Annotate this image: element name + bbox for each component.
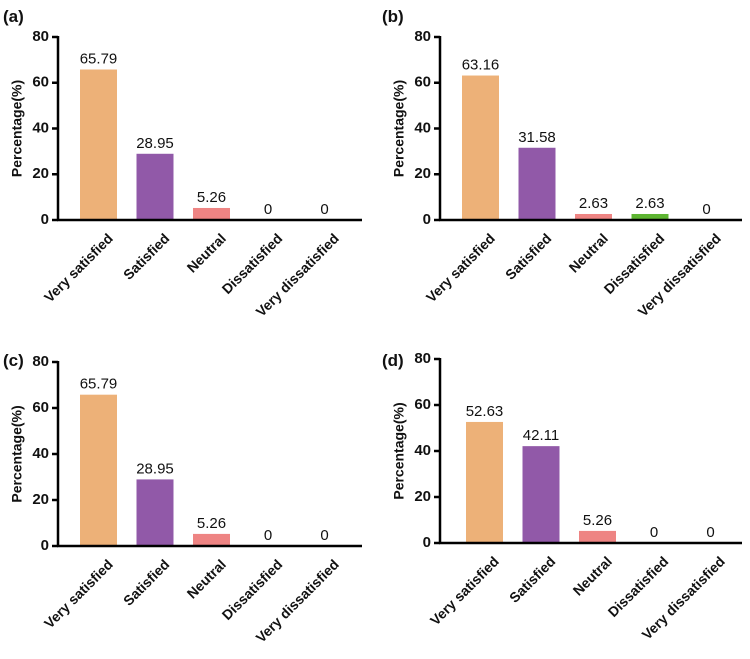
y-tick-label: 60 (32, 399, 49, 416)
x-tick-label-neutral: Neutral (570, 553, 615, 598)
bar-very-satisfied (466, 421, 503, 543)
data-label-neutral: 2.63 (579, 195, 608, 212)
x-tick-label-satisfied: Satisfied (506, 553, 559, 606)
y-tick-label: 60 (414, 396, 431, 413)
chart-panel-4: (d) Percentage(%) 52.63 42.11 5.26 0 0 0 20 40 60 8… (382, 350, 742, 643)
chart-panel-2: (b) Percentage(%) 63.16 31.58 2.63 2.63 0 0 20 40… (382, 7, 742, 320)
y-tick-label: 40 (414, 442, 431, 459)
data-label-very-dissatisfied: 0 (702, 201, 710, 218)
data-label-dissatisfied: 2.63 (635, 195, 664, 212)
x-tick-label-satisfied: Satisfied (120, 556, 173, 609)
y-axis-title: Percentage(%) (391, 80, 407, 177)
data-label-dissatisfied: 0 (264, 527, 272, 544)
bar-neutral (193, 207, 230, 220)
x-tick-label-neutral: Neutral (184, 556, 229, 601)
y-tick-label: 80 (414, 28, 431, 45)
y-tick-label: 20 (32, 165, 49, 182)
x-tick-label-satisfied: Satisfied (502, 230, 555, 283)
y-tick-label: 80 (32, 353, 49, 370)
chart-panel-3: (c) Percentage(%) 65.79 28.95 5.26 0 0 0 20 40 60 8… (3, 351, 362, 646)
bar-very-satisfied (80, 394, 117, 546)
x-tick-label-very-satisfied: Very satisfied (41, 556, 116, 631)
panel-label: (a) (3, 7, 24, 26)
y-tick-label: 0 (41, 211, 49, 228)
data-label-very-dissatisfied: 0 (320, 201, 328, 218)
y-tick-label: 20 (32, 491, 49, 508)
y-axis-title: Percentage(%) (9, 80, 25, 177)
data-label-very-satisfied: 52.63 (466, 403, 504, 420)
bar-very-satisfied (462, 75, 499, 220)
data-label-very-satisfied: 63.16 (462, 57, 500, 74)
y-tick-label: 40 (414, 119, 431, 136)
x-tick-label-satisfied: Satisfied (120, 230, 173, 283)
data-label-very-satisfied: 65.79 (80, 376, 118, 393)
data-label-neutral: 5.26 (197, 515, 226, 532)
data-label-satisfied: 31.58 (518, 129, 556, 146)
bar-very-satisfied (80, 69, 117, 220)
x-tick-label-neutral: Neutral (566, 230, 611, 275)
y-tick-label: 0 (423, 211, 431, 228)
data-label-satisfied: 28.95 (136, 135, 174, 152)
data-label-neutral: 5.26 (197, 189, 226, 206)
y-tick-label: 20 (414, 488, 431, 505)
x-tick-label-neutral: Neutral (184, 230, 229, 275)
panel-label: (d) (382, 351, 404, 370)
y-tick-label: 40 (32, 119, 49, 136)
panel-label: (b) (382, 7, 404, 26)
y-tick-label: 80 (414, 350, 431, 367)
data-label-very-satisfied: 65.79 (80, 51, 118, 68)
data-label-very-dissatisfied: 0 (706, 524, 714, 541)
x-tick-label-very-satisfied: Very satisfied (423, 230, 498, 305)
x-tick-label-very-satisfied: Very satisfied (427, 553, 502, 628)
x-tick-label-very-satisfied: Very satisfied (41, 230, 116, 305)
bar-neutral (193, 533, 230, 546)
y-tick-label: 0 (41, 537, 49, 554)
data-label-dissatisfied: 0 (264, 201, 272, 218)
bar-satisfied (136, 479, 174, 546)
y-tick-label: 0 (423, 534, 431, 551)
y-tick-label: 60 (414, 74, 431, 91)
bar-satisfied (522, 446, 560, 543)
data-label-very-dissatisfied: 0 (320, 527, 328, 544)
bar-neutral (579, 530, 616, 543)
bar-dissatisfied (631, 213, 669, 220)
y-axis-title: Percentage(%) (9, 405, 25, 502)
y-tick-label: 40 (32, 445, 49, 462)
data-label-satisfied: 28.95 (136, 460, 174, 477)
y-axis-title: Percentage(%) (391, 402, 407, 499)
bar-satisfied (518, 147, 556, 220)
bar-neutral (575, 213, 612, 220)
data-label-neutral: 5.26 (583, 512, 612, 529)
bar-satisfied (136, 153, 174, 220)
y-tick-label: 20 (414, 165, 431, 182)
y-tick-label: 60 (32, 74, 49, 91)
data-label-satisfied: 42.11 (523, 427, 559, 444)
chart-panel-1: (a) Percentage(%) 65.79 28.95 5.26 0 0 0 20 40 60 8… (3, 7, 362, 320)
panel-label: (c) (3, 351, 24, 370)
y-tick-label: 80 (32, 28, 49, 45)
data-label-dissatisfied: 0 (650, 524, 658, 541)
